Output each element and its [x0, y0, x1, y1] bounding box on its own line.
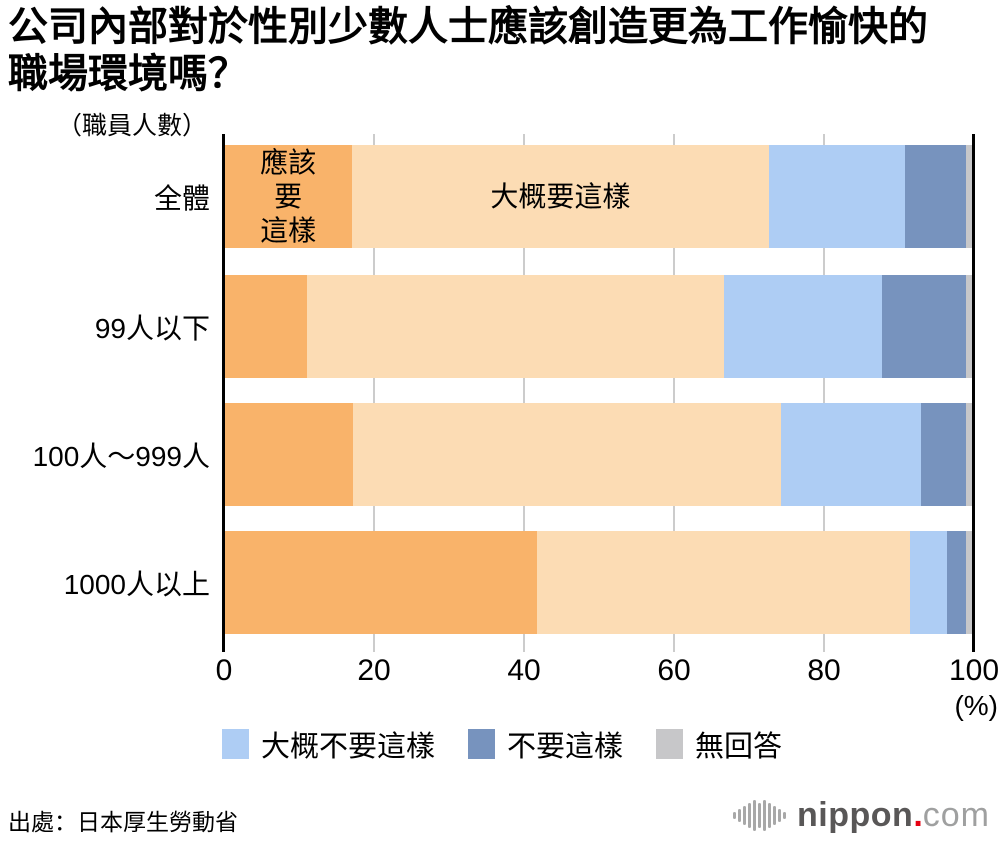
category-label-2: 100人〜999人 [32, 440, 210, 472]
bar-segment [920, 403, 966, 506]
bar-segment [965, 403, 974, 506]
category-label-3: 1000人以上 [63, 568, 210, 600]
gridline-40 [523, 134, 525, 652]
bar-segment [910, 531, 947, 634]
x-tick-label-40: 40 [507, 654, 541, 687]
legend-item: 不要這樣 [468, 723, 623, 765]
x-axis-unit-label: (%) [954, 690, 998, 721]
source-note: 出處：日本厚生勞動省 [8, 809, 238, 835]
y-axis-unit-label: （職員人數） [56, 112, 207, 140]
legend-item: 無回答 [656, 723, 782, 765]
bar-segment [224, 403, 353, 506]
chart-title-line2: 職場環境嗎？ [8, 52, 248, 96]
bar-segment [947, 531, 966, 634]
bar-segment [224, 275, 308, 378]
bar-row-3 [224, 531, 974, 634]
bar-segment [536, 531, 911, 634]
logo-brand: nippon [797, 796, 914, 834]
gridline-20 [373, 134, 375, 652]
bar-row-2 [224, 403, 974, 506]
category-label-1: 99人以下 [94, 312, 210, 344]
bar-segment-label: 大概要這樣 [490, 180, 631, 212]
category-labels-column: 全體 99人以下 100人〜999人 1000人以上 [0, 134, 212, 638]
bar-segment [724, 275, 882, 378]
legend-item: 大概不要這樣 [222, 723, 435, 765]
bar-segment [224, 531, 537, 634]
chart-title: 公司內部對於性別少數人士應該創造更為工作愉快的 職場環境嗎？ [8, 4, 928, 98]
legend-swatch [656, 729, 684, 759]
logo-tld: com [922, 796, 990, 834]
legend: 大概不要這樣 不要這樣 無回答 [222, 723, 782, 765]
x-tick-label-100: 100 [948, 654, 1000, 687]
x-tick-label-60: 60 [657, 654, 691, 687]
bar-segment [307, 275, 725, 378]
gridline-60 [673, 134, 675, 652]
x-tick-label-20: 20 [357, 654, 391, 687]
bar-segment [353, 403, 782, 506]
bar-segment [965, 145, 974, 248]
nippon-logo-text: nippon . com [797, 795, 990, 835]
bar-segment [965, 275, 974, 378]
bar-row-0: 應該要 這樣 大概要這樣 [224, 145, 974, 248]
soundwave-icon [733, 795, 787, 835]
legend-swatch [222, 729, 249, 759]
logo-dot: . [913, 796, 923, 834]
bar-segment: 應該要 這樣 [224, 145, 353, 248]
legend-label: 不要這樣 [507, 731, 624, 763]
chart-title-line1: 公司內部對於性別少數人士應該創造更為工作愉快的 [8, 5, 928, 49]
x-tick-label-80: 80 [807, 654, 841, 687]
bar-row-1 [224, 275, 974, 378]
bar-segment [781, 403, 921, 506]
legend-label: 無回答 [695, 731, 783, 763]
right-border-line [972, 134, 975, 652]
bar-segment: 大概要這樣 [352, 145, 769, 248]
plot-area: 應該要 這樣 大概要這樣 [222, 134, 975, 652]
bar-segment [881, 275, 966, 378]
bar-segment [768, 145, 905, 248]
bar-segment [965, 531, 974, 634]
x-tick-label-0: 0 [215, 654, 233, 687]
bar-segment-label: 應該要 這樣 [260, 146, 317, 246]
gridline-80 [823, 134, 825, 652]
legend-swatch [468, 729, 496, 759]
legend-label: 大概不要這樣 [261, 731, 436, 763]
category-label-0: 全體 [153, 182, 210, 214]
y-axis-line [222, 134, 225, 652]
bar-segment [905, 145, 966, 248]
nippon-logo: nippon . com [733, 795, 990, 835]
